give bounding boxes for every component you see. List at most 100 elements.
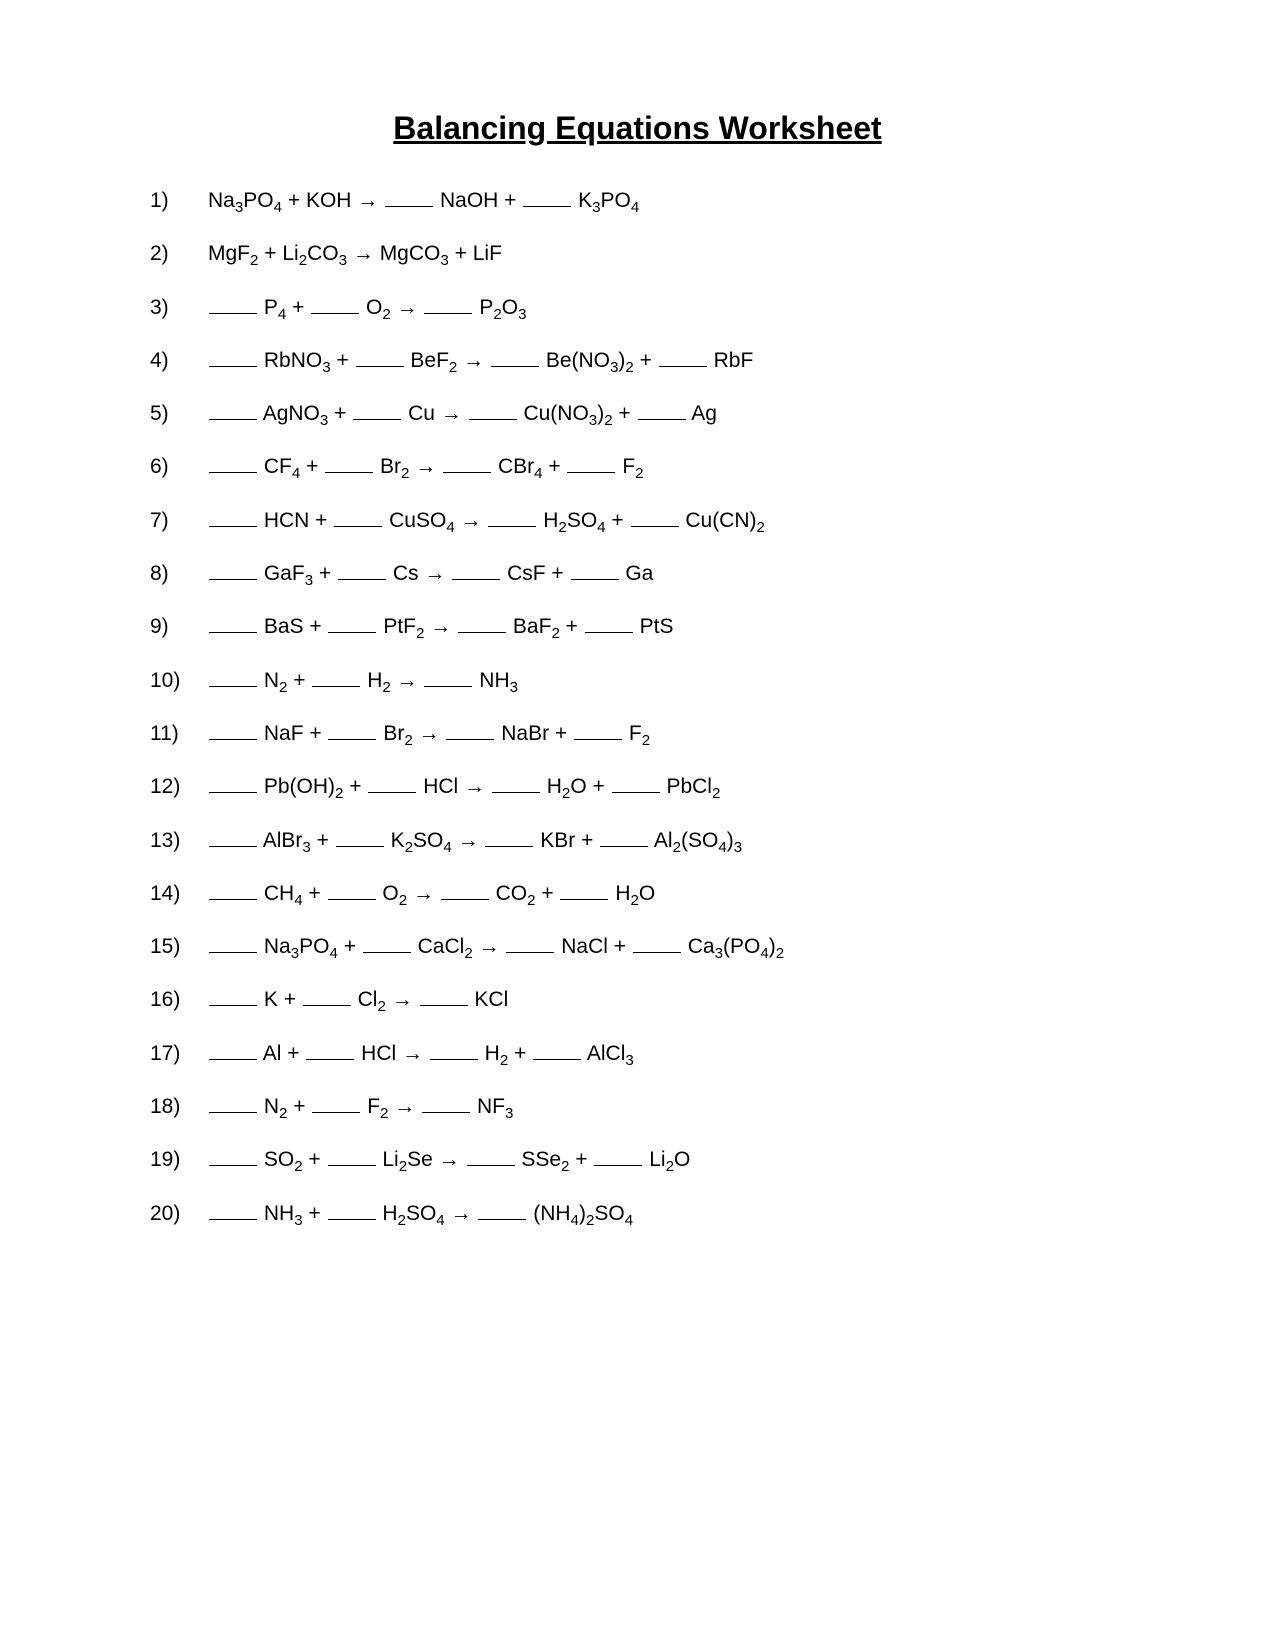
problem-row: 5) AgNO3 + Cu → Cu(NO3)2 + Ag [150,400,1125,427]
problem-number: 10) [150,667,208,694]
coefficient-blank[interactable] [368,792,416,793]
coefficient-blank[interactable] [612,792,660,793]
coefficient-blank[interactable] [488,526,536,527]
coefficient-blank[interactable] [363,952,411,953]
coefficient-blank[interactable] [631,526,679,527]
coefficient-blank[interactable] [328,1219,376,1220]
coefficient-blank[interactable] [312,1112,360,1113]
coefficient-blank[interactable] [446,739,494,740]
coefficient-blank[interactable] [209,846,257,847]
chemical-formula: Cl2 [358,988,386,1011]
coefficient-blank[interactable] [571,579,619,580]
coefficient-blank[interactable] [209,632,257,633]
reaction-arrow: → [386,988,419,1011]
coefficient-blank[interactable] [533,1059,581,1060]
coefficient-blank[interactable] [209,739,257,740]
coefficient-blank[interactable] [424,686,472,687]
coefficient-blank[interactable] [585,632,633,633]
coefficient-blank[interactable] [306,1059,354,1060]
coefficient-blank[interactable] [523,206,571,207]
coefficient-blank[interactable] [443,472,491,473]
problem-number: 18) [150,1093,208,1120]
coefficient-blank[interactable] [325,472,373,473]
coefficient-blank[interactable] [560,899,608,900]
coefficient-blank[interactable] [209,1165,257,1166]
coefficient-blank[interactable] [209,1219,257,1220]
coefficient-blank[interactable] [209,419,257,420]
coefficient-blank[interactable] [312,686,360,687]
coefficient-blank[interactable] [209,1112,257,1113]
plus-operator: + [449,242,473,265]
coefficient-blank[interactable] [328,739,376,740]
coefficient-blank[interactable] [424,313,472,314]
chemical-formula: Ag [691,402,717,425]
reaction-arrow: → [445,1202,478,1225]
chemical-formula: NaCl [561,935,608,958]
coefficient-blank[interactable] [209,472,257,473]
coefficient-blank[interactable] [353,419,401,420]
reaction-arrow: → [409,455,442,478]
chemical-formula: AgNO3 [263,402,329,425]
coefficient-blank[interactable] [485,846,533,847]
coefficient-blank[interactable] [209,952,257,953]
coefficient-blank[interactable] [567,472,615,473]
coefficient-blank[interactable] [659,366,707,367]
problem-number: 11) [150,720,208,747]
problem-row: 2)MgF2 + Li2CO3 → MgCO3 + LiF [150,240,1125,267]
coefficient-blank[interactable] [574,739,622,740]
coefficient-blank[interactable] [469,419,517,420]
coefficient-blank[interactable] [303,1005,351,1006]
coefficient-blank[interactable] [338,579,386,580]
coefficient-blank[interactable] [334,526,382,527]
coefficient-blank[interactable] [638,419,686,420]
coefficient-blank[interactable] [356,366,404,367]
coefficient-blank[interactable] [209,686,257,687]
coefficient-blank[interactable] [385,206,433,207]
coefficient-blank[interactable] [594,1165,642,1166]
coefficient-blank[interactable] [336,846,384,847]
reaction-arrow: → [388,1095,421,1118]
coefficient-blank[interactable] [478,1219,526,1220]
coefficient-blank[interactable] [209,899,257,900]
equation: AgNO3 + Cu → Cu(NO3)2 + Ag [208,400,717,427]
plus-operator: + [546,562,570,585]
coefficient-blank[interactable] [209,1059,257,1060]
coefficient-blank[interactable] [600,846,648,847]
coefficient-blank[interactable] [491,366,539,367]
chemical-formula: NaBr [501,722,549,745]
coefficient-blank[interactable] [467,1165,515,1166]
chemical-formula: NH3 [264,1202,303,1225]
coefficient-blank[interactable] [420,1005,468,1006]
coefficient-blank[interactable] [209,526,257,527]
chemical-formula: KOH [306,189,352,212]
coefficient-blank[interactable] [492,792,540,793]
plus-operator: + [304,722,328,745]
coefficient-blank[interactable] [209,792,257,793]
chemical-formula: Li2Se [382,1148,432,1171]
equation: P4 + O2 → P2O3 [208,294,526,321]
coefficient-blank[interactable] [328,1165,376,1166]
chemical-formula: Pb(OH)2 [264,775,344,798]
coefficient-blank[interactable] [430,1059,478,1060]
coefficient-blank[interactable] [458,632,506,633]
coefficient-blank[interactable] [452,579,500,580]
coefficient-blank[interactable] [311,313,359,314]
coefficient-blank[interactable] [209,1005,257,1006]
coefficient-blank[interactable] [441,899,489,900]
coefficient-blank[interactable] [209,366,257,367]
chemical-formula: Br2 [380,455,409,478]
coefficient-blank[interactable] [422,1112,470,1113]
equation: HCN + CuSO4 → H2SO4 + Cu(CN)2 [208,507,765,534]
coefficient-blank[interactable] [633,952,681,953]
plus-operator: + [300,455,324,478]
coefficient-blank[interactable] [506,952,554,953]
problem-row: 6) CF4 + Br2 → CBr4 + F2 [150,453,1125,480]
coefficient-blank[interactable] [328,632,376,633]
chemical-formula: PtS [640,615,674,638]
coefficient-blank[interactable] [209,313,257,314]
coefficient-blank[interactable] [328,899,376,900]
equation: GaF3 + Cs → CsF + Ga [208,560,653,587]
coefficient-blank[interactable] [209,579,257,580]
reaction-arrow: → [452,829,485,852]
chemical-formula: H2SO4 [543,509,605,532]
